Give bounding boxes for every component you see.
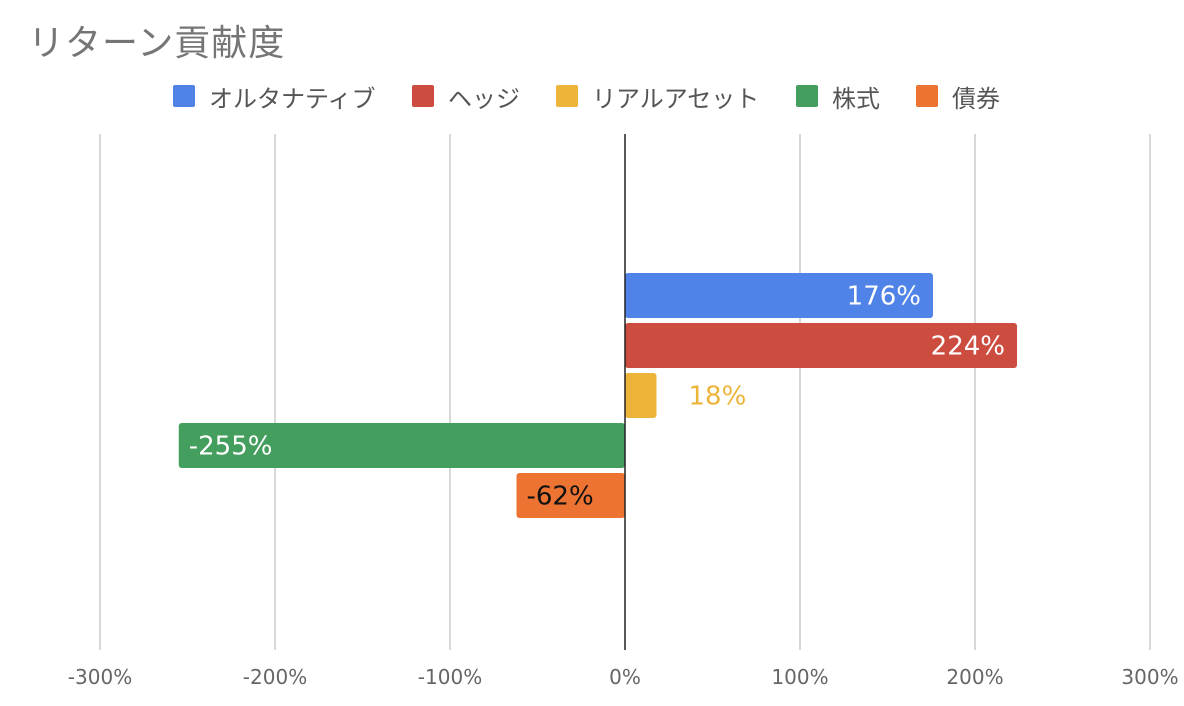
legend-label-hedge: ヘッジ bbox=[448, 84, 520, 113]
data-label-hedge: 224% bbox=[931, 332, 1005, 362]
data-label-equity: -255% bbox=[189, 432, 273, 462]
x-tick-label: -300% bbox=[68, 665, 132, 689]
legend-swatch-alternative bbox=[173, 85, 195, 107]
x-tick-label: -200% bbox=[243, 665, 307, 689]
bar-bond bbox=[516, 473, 625, 518]
legend-item-bond[interactable]: 債券 bbox=[916, 78, 1000, 114]
x-tick-label: -100% bbox=[418, 665, 482, 689]
legend-swatch-hedge bbox=[412, 85, 434, 107]
x-tick-label: 300% bbox=[1121, 665, 1178, 689]
chart-title: リターン貢献度 bbox=[28, 23, 286, 64]
legend-item-alternative[interactable]: オルタナティブ bbox=[173, 78, 376, 114]
chart-legend: オルタナティブ ヘッジ リアルアセット 株式 債券 bbox=[0, 78, 1184, 114]
legend-item-equity[interactable]: 株式 bbox=[796, 78, 880, 114]
bar-alternative bbox=[625, 273, 933, 318]
x-tick-label: 200% bbox=[946, 665, 1003, 689]
data-label-bond: -62% bbox=[527, 482, 594, 512]
legend-label-bond: 債券 bbox=[952, 84, 1000, 113]
x-tick-label: 0% bbox=[609, 665, 641, 689]
legend-item-hedge[interactable]: ヘッジ bbox=[412, 78, 520, 114]
legend-label-alternative: オルタナティブ bbox=[209, 84, 376, 113]
legend-label-real-asset: リアルアセット bbox=[592, 84, 760, 113]
bar-equity bbox=[178, 423, 625, 468]
x-tick-label: 100% bbox=[771, 665, 828, 689]
bar-hedge bbox=[625, 323, 1017, 368]
bar-real-asset bbox=[625, 373, 657, 418]
legend-swatch-real-asset bbox=[556, 85, 578, 107]
legend-label-equity: 株式 bbox=[832, 84, 880, 113]
legend-swatch-equity bbox=[796, 85, 818, 107]
data-label-alternative: 176% bbox=[847, 282, 921, 312]
legend-item-real-asset[interactable]: リアルアセット bbox=[556, 78, 759, 114]
legend-swatch-bond bbox=[916, 85, 938, 107]
data-label-real-asset: 18% bbox=[689, 382, 747, 412]
